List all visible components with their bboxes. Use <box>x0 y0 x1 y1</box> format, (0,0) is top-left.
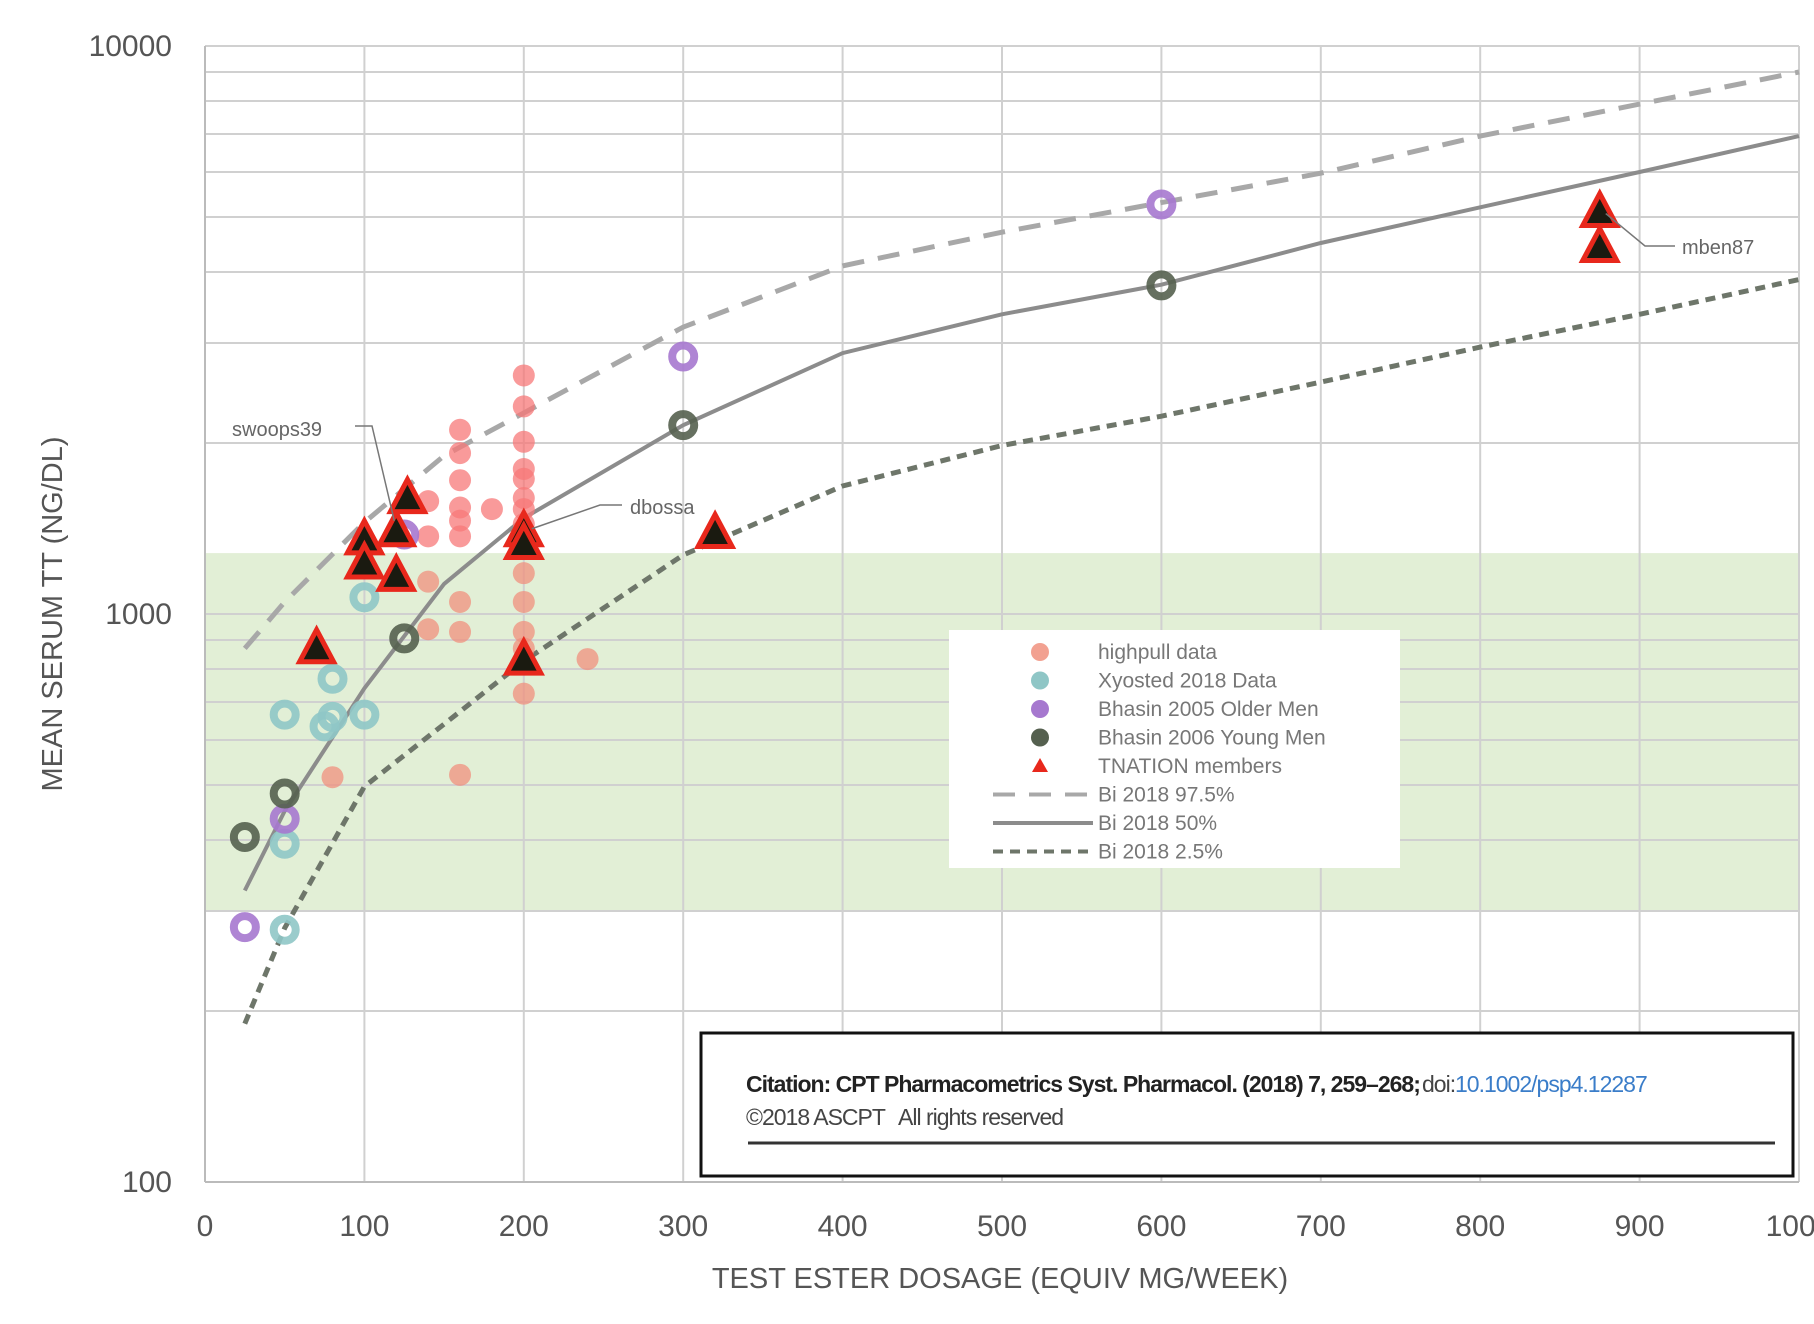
legend-label: highpull data <box>1098 641 1217 664</box>
point-tnation-members <box>1578 223 1621 264</box>
point-xyosted-2018-data <box>317 663 348 694</box>
point-highpull-data <box>512 590 535 613</box>
point-highpull-data <box>449 418 472 441</box>
point-highpull-data <box>480 498 503 521</box>
legend-label: Bhasin 2005 Older Men <box>1098 698 1319 721</box>
point-highpull-data <box>449 763 472 786</box>
legend-label: Bi 2018 97.5% <box>1098 784 1235 807</box>
y-tick-label: 1000 <box>105 598 172 631</box>
point-highpull-data <box>449 590 472 613</box>
x-tick-label: 300 <box>658 1210 708 1243</box>
annotation-label: dbossa <box>630 497 695 519</box>
point-bhasin-2006-young-men <box>1146 270 1177 301</box>
point-highpull-data <box>449 620 472 643</box>
point-tnation-members <box>386 474 429 515</box>
x-tick-label: 600 <box>1136 1210 1186 1243</box>
point-xyosted-2018-data <box>269 699 300 730</box>
point-highpull-data <box>512 467 535 490</box>
point-highpull-data <box>449 442 472 465</box>
legend-label: Xyosted 2018 Data <box>1098 670 1277 693</box>
x-tick-label: 700 <box>1296 1210 1346 1243</box>
legend-label: Bhasin 2006 Young Men <box>1098 727 1326 750</box>
x-tick-label: 900 <box>1615 1210 1665 1243</box>
x-tick-label: 100 <box>339 1210 389 1243</box>
point-tnation-members <box>375 507 418 548</box>
x-axis-label: TEST ESTER DOSAGE (EQUIV MG/WEEK) <box>712 1263 1288 1295</box>
curve-bi-2018-2-5- <box>242 277 1800 1025</box>
x-tick-label: 200 <box>499 1210 549 1243</box>
point-highpull-data <box>417 570 440 593</box>
point-xyosted-2018-data <box>349 582 380 613</box>
x-tick-label: 0 <box>197 1210 214 1243</box>
point-tnation-members <box>343 539 386 580</box>
x-tick-label: 500 <box>977 1210 1027 1243</box>
point-highpull-data <box>449 509 472 532</box>
legend-label: TNATION members <box>1098 755 1282 778</box>
point-tnation-members <box>502 635 545 676</box>
annotation-leader-line <box>355 425 396 521</box>
citation-text: Citation: CPT Pharmacometrics Syst. Phar… <box>746 1071 1420 1097</box>
y-axis-label: MEAN SERUM TT (NG/DL) <box>37 436 69 791</box>
legend-background <box>949 630 1400 868</box>
point-highpull-data <box>512 562 535 585</box>
point-bhasin-2006-young-men <box>229 821 260 852</box>
point-highpull-data <box>417 525 440 548</box>
point-highpull-data <box>449 469 472 492</box>
point-bhasin-2006-young-men <box>668 410 699 441</box>
legend-label: Bi 2018 2.5% <box>1098 841 1223 864</box>
point-tnation-members <box>693 509 737 550</box>
point-bhasin-2006-young-men <box>389 623 420 654</box>
annotation-leader-line <box>1605 212 1675 247</box>
citation-box: Citation: CPT Pharmacometrics Syst. Phar… <box>699 1031 1795 1178</box>
point-bhasin-2005-older-men <box>1146 189 1177 220</box>
point-bhasin-2006-young-men <box>269 778 300 809</box>
annotation-label: mben87 <box>1682 237 1754 259</box>
curve-bi-2018-50- <box>243 134 1800 892</box>
legend-marker-icon <box>1032 758 1048 772</box>
point-tnation-members <box>295 624 338 665</box>
legend-marker-icon <box>1031 700 1049 718</box>
curve-bi-2018-97-5- <box>242 69 1800 651</box>
doi-prefix: doi: <box>1422 1071 1455 1097</box>
point-highpull-data <box>449 525 472 548</box>
annotation-label: swoops39 <box>232 419 322 441</box>
point-highpull-data <box>512 430 535 453</box>
copyright-text: ©2018 ASCPT <box>746 1104 886 1130</box>
point-tnation-members <box>502 520 545 561</box>
legend: highpull data Xyosted 2018 Data Bhasin 200… <box>949 630 1400 868</box>
point-bhasin-2005-older-men <box>668 341 699 372</box>
annotation-leader-line <box>531 504 622 530</box>
point-tnation-members <box>375 552 418 592</box>
x-tick-label: 800 <box>1455 1210 1505 1243</box>
x-tick-label: 1000 <box>1766 1210 1814 1243</box>
point-highpull-data <box>512 395 535 418</box>
point-xyosted-2018-data <box>269 914 300 945</box>
point-highpull-data <box>321 766 344 789</box>
point-highpull-data <box>512 364 535 387</box>
point-tnation-members <box>1578 188 1621 229</box>
point-xyosted-2018-data <box>349 699 380 730</box>
point-highpull-data <box>512 682 535 705</box>
point-bhasin-2005-older-men <box>229 912 260 943</box>
point-highpull-data <box>417 618 440 641</box>
point-highpull-data <box>512 620 535 643</box>
y-tick-label: 100 <box>122 1166 172 1199</box>
legend-marker-icon <box>1031 671 1049 690</box>
y-tick-label: 10000 <box>89 30 172 63</box>
legend-marker-icon <box>1031 728 1049 747</box>
rights-text: All rights reserved <box>898 1104 1063 1130</box>
legend-marker-icon <box>1031 643 1049 661</box>
doi-link[interactable]: 10.1002/psp4.12287 <box>1455 1071 1648 1097</box>
x-tick-label: 400 <box>818 1210 868 1243</box>
point-highpull-data <box>576 648 599 671</box>
point-xyosted-2018-data <box>317 701 348 732</box>
legend-label: Bi 2018 50% <box>1098 812 1217 835</box>
